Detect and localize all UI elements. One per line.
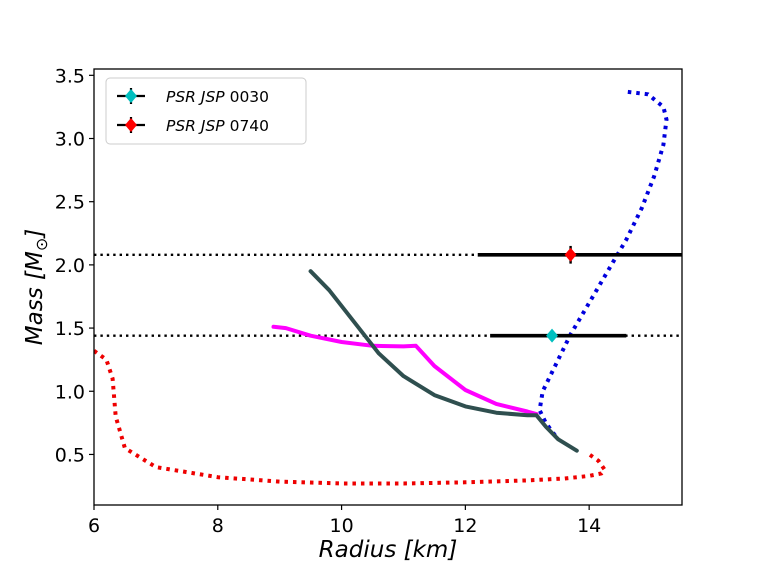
x-axis-label: Radius [km]: [319, 537, 458, 563]
curve-magenta-solid: [271, 324, 539, 416]
legend-box: [105, 77, 307, 145]
y-tick-label: 2.5: [55, 192, 85, 214]
x-tick-label: 14: [577, 515, 601, 537]
measurement-marker-1: [564, 247, 577, 262]
measurement-marker-0: [546, 328, 558, 343]
y-tick-label: 3.5: [55, 65, 85, 87]
y-tick-label: 2.0: [55, 255, 85, 277]
red-diamond-icon: [125, 118, 137, 132]
x-tick-label: 8: [212, 515, 224, 537]
curve-dark-slate-solid: [308, 269, 579, 453]
legend-entry-0740: PSR JSP 0740: [117, 117, 269, 135]
y-tick-label: 3.0: [55, 129, 85, 151]
legend-label-0030: PSR JSP 0030: [166, 88, 269, 106]
curve-red-dotted: [94, 349, 607, 486]
cyan-diamond-icon: [125, 89, 137, 103]
legend-entry-0030: PSR JSP 0030: [117, 88, 269, 106]
plot-frame: [93, 68, 683, 506]
x-tick-label: 6: [88, 515, 100, 537]
x-tick-label: 12: [453, 515, 477, 537]
x-tick-label: 10: [329, 515, 353, 537]
legend-label-0740: PSR JSP 0740: [166, 117, 269, 135]
axis-ticks: 6 8 10 12 14 0.5 1.0 1.5 2.0 2.5 3.0 3.5: [55, 65, 601, 537]
plot-area: [94, 89, 682, 486]
y-axis-label: Mass [M⊙]: [22, 229, 51, 345]
y-tick-label: 1.5: [55, 318, 85, 340]
y-tick-label: 0.5: [55, 444, 85, 466]
legend: PSR JSP 0030 PSR JSP 0740: [105, 77, 307, 145]
y-tick-label: 1.0: [55, 381, 85, 403]
